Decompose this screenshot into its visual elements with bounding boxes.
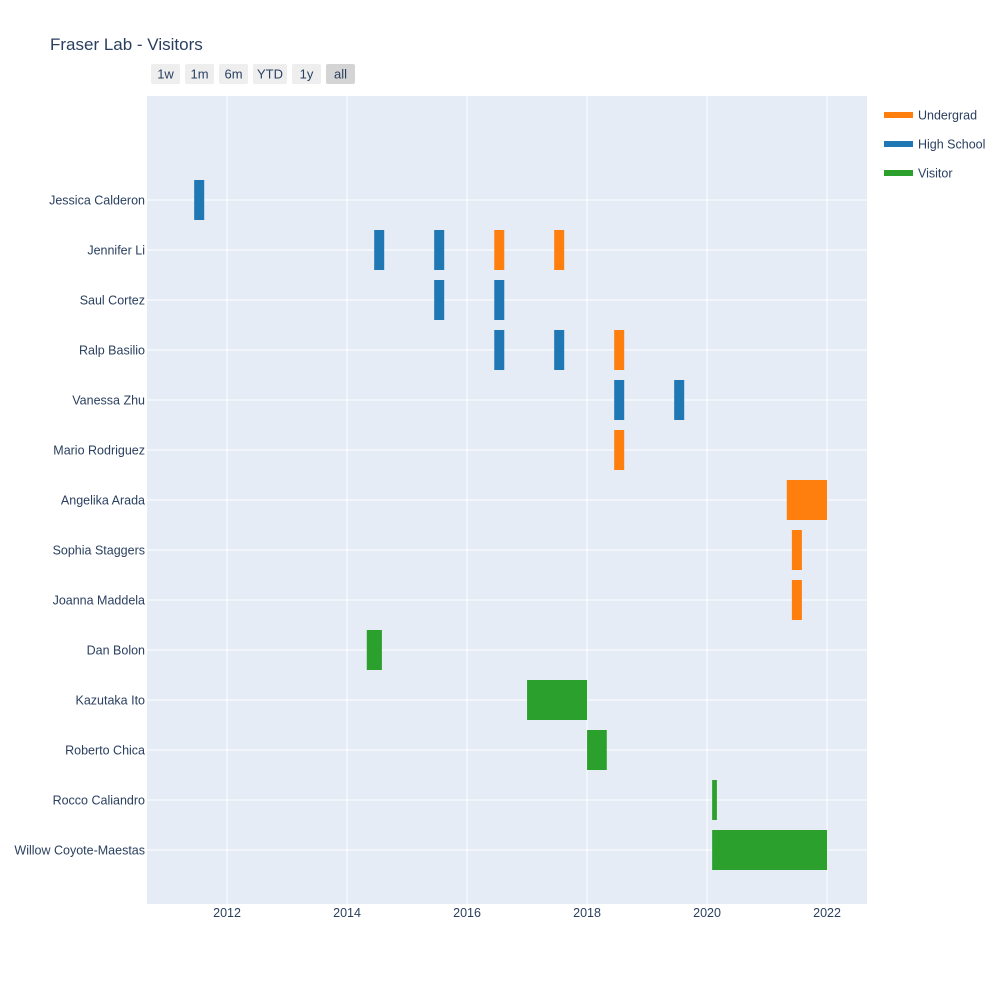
visit-bar-visitor[interactable]: [712, 830, 828, 870]
y-tick-label: Sophia Staggers: [53, 544, 145, 558]
range-button-bg: [185, 64, 214, 84]
x-tick-label: 2016: [453, 906, 481, 920]
visit-bar-undergrad[interactable]: [786, 480, 828, 520]
y-tick-label: Mario Rodriguez: [53, 444, 145, 458]
y-tick-label: Willow Coyote-Maestas: [14, 844, 145, 858]
visit-bar-high-school[interactable]: [374, 230, 385, 270]
visit-bar-undergrad[interactable]: [494, 230, 505, 270]
legend-label: Undergrad: [918, 109, 977, 123]
x-axis-labels: 2012 2014 2016 2018 2020 2022: [213, 906, 841, 920]
visit-bar-visitor[interactable]: [366, 630, 382, 670]
x-tick-label: 2020: [693, 906, 721, 920]
range-button-bg: [151, 64, 180, 84]
x-tick-label: 2018: [573, 906, 601, 920]
visit-bar-visitor[interactable]: [712, 780, 717, 820]
y-tick-label: Kazutaka Ito: [76, 694, 146, 708]
y-axis-labels: Jessica Calderon Jennifer Li Saul Cortez Ra…: [14, 194, 145, 858]
range-button-bg: [219, 64, 248, 84]
visit-bar-high-school[interactable]: [554, 330, 565, 370]
legend: Undergrad High School Visitor: [884, 109, 985, 181]
x-tick-label: 2012: [213, 906, 241, 920]
range-button-label: 1m: [190, 67, 208, 82]
range-button-label: 6m: [224, 67, 242, 82]
range-button-label: all: [334, 67, 347, 82]
range-button-1w[interactable]: 1w: [151, 64, 180, 84]
y-tick-label: Ralp Basilio: [79, 344, 145, 358]
visit-bar-undergrad[interactable]: [554, 230, 565, 270]
legend-label: High School: [918, 138, 985, 152]
y-tick-label: Jessica Calderon: [49, 194, 145, 208]
visit-bar-undergrad[interactable]: [791, 580, 802, 620]
range-button-label: 1y: [300, 67, 314, 82]
range-button-1y[interactable]: 1y: [292, 64, 321, 84]
range-button-bg: [326, 64, 355, 84]
range-button-bg: [253, 64, 287, 84]
visit-bar-undergrad[interactable]: [614, 430, 625, 470]
range-button-1m[interactable]: 1m: [185, 64, 214, 84]
x-tick-label: 2022: [813, 906, 841, 920]
visit-bar-high-school[interactable]: [434, 230, 445, 270]
y-tick-label: Joanna Maddela: [53, 594, 145, 608]
range-button-6m[interactable]: 6m: [219, 64, 248, 84]
y-tick-label: Rocco Caliandro: [53, 794, 145, 808]
range-button-bg: [292, 64, 321, 84]
x-tick-label: 2014: [333, 906, 361, 920]
y-tick-label: Angelika Arada: [61, 494, 145, 508]
y-tick-label: Roberto Chica: [65, 744, 145, 758]
range-selector: 1w 1m 6m YTD 1y all: [151, 64, 355, 84]
visit-bar-visitor[interactable]: [527, 680, 588, 720]
visit-bar-high-school[interactable]: [614, 380, 625, 420]
grid-lines: [147, 96, 867, 904]
range-button-label: 1w: [157, 67, 174, 82]
visit-bars: [194, 180, 828, 870]
visit-bar-high-school[interactable]: [194, 180, 205, 220]
legend-item-high-school[interactable]: High School: [884, 138, 985, 152]
visit-bar-undergrad[interactable]: [614, 330, 625, 370]
y-tick-label: Dan Bolon: [87, 644, 145, 658]
visit-bar-high-school[interactable]: [434, 280, 445, 320]
y-tick-label: Vanessa Zhu: [72, 394, 145, 408]
visit-bar-high-school[interactable]: [674, 380, 685, 420]
legend-item-undergrad[interactable]: Undergrad: [884, 109, 977, 123]
legend-label: Visitor: [918, 167, 953, 181]
visit-bar-high-school[interactable]: [494, 330, 505, 370]
visit-bar-visitor[interactable]: [587, 730, 607, 770]
range-button-ytd[interactable]: YTD: [253, 64, 287, 84]
visit-bar-high-school[interactable]: [494, 280, 505, 320]
range-button-all[interactable]: all: [326, 64, 355, 84]
visit-bar-undergrad[interactable]: [791, 530, 802, 570]
y-tick-label: Jennifer Li: [87, 244, 145, 258]
range-button-label: YTD: [257, 67, 283, 82]
legend-item-visitor[interactable]: Visitor: [884, 167, 953, 181]
y-tick-label: Saul Cortez: [80, 294, 145, 308]
chart-title: Fraser Lab - Visitors: [50, 35, 203, 54]
